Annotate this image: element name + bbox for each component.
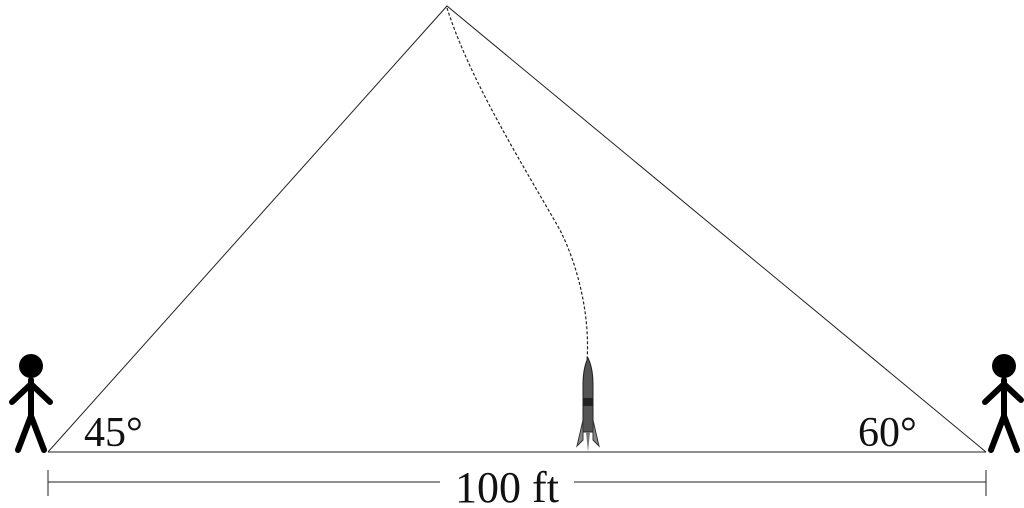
left-angle-label: 45° [84,410,143,456]
rocket [576,356,600,452]
trajectory [446,7,589,361]
left-person [9,354,53,453]
distance-label: 100 ft [455,463,559,508]
right-angle-label: 60° [858,410,917,456]
sight-lines [47,5,987,453]
dimension-line [47,470,987,496]
right-person [982,354,1024,453]
